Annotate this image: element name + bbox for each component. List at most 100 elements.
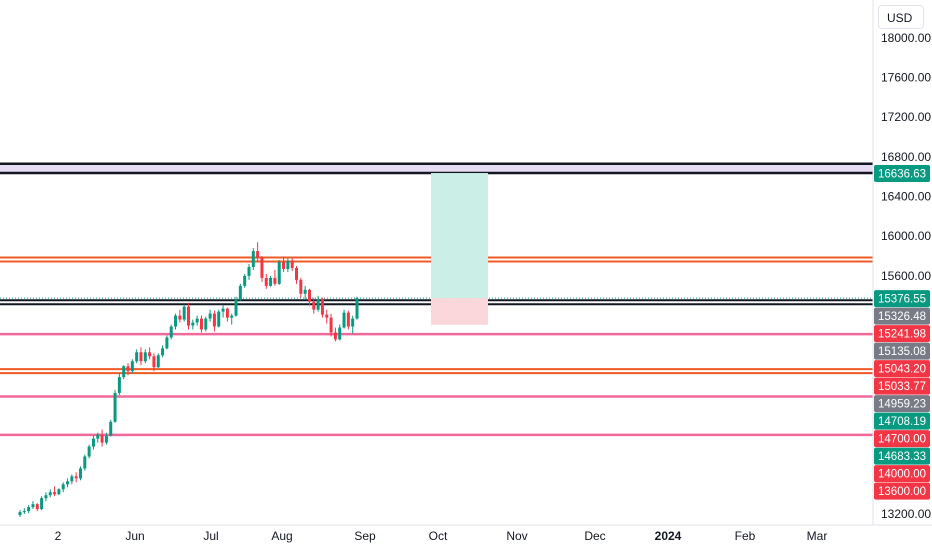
candle-body xyxy=(282,262,286,269)
candle-body xyxy=(22,511,26,513)
candle-body xyxy=(238,285,242,300)
candle-body xyxy=(165,337,169,349)
candle-body xyxy=(18,512,22,516)
candle-body xyxy=(109,421,113,436)
candle-body xyxy=(143,352,147,362)
candle-body xyxy=(27,507,31,512)
candle-body xyxy=(212,313,216,327)
price-badge-label: 14959.23 xyxy=(878,399,926,411)
candle-body xyxy=(355,298,359,319)
candle-body xyxy=(187,306,190,326)
currency-button[interactable]: USD xyxy=(878,5,924,29)
x-tick-label: Nov xyxy=(506,529,527,543)
candle-body xyxy=(182,306,186,320)
price-badge xyxy=(874,430,930,448)
candle-body xyxy=(346,312,350,327)
candle-body xyxy=(299,279,303,294)
candle-body xyxy=(199,318,203,330)
candle-body xyxy=(351,318,355,327)
candle-body xyxy=(174,315,178,327)
candle-body xyxy=(204,318,208,330)
resistance-band[interactable] xyxy=(0,163,873,174)
candle-body xyxy=(96,434,100,439)
candle-body xyxy=(100,434,104,443)
price-badge xyxy=(874,290,930,308)
candle-body xyxy=(273,277,277,284)
x-tick-label: 2024 xyxy=(655,529,682,543)
candle-body xyxy=(148,352,152,357)
price-badge xyxy=(874,465,930,483)
price-badge-label: 14000.00 xyxy=(878,469,926,481)
candle-body xyxy=(307,289,311,302)
candle-body xyxy=(61,484,65,490)
candle-body xyxy=(303,289,307,294)
price-badge-label: 15043.20 xyxy=(878,364,926,376)
price-badge xyxy=(874,325,930,343)
candle-body xyxy=(225,308,229,318)
candle-body xyxy=(329,317,333,333)
price-badge xyxy=(874,307,930,325)
candle-body xyxy=(269,277,273,286)
candle-body xyxy=(320,299,324,315)
candle-body xyxy=(338,327,342,340)
candle-body xyxy=(286,261,290,269)
candle-body xyxy=(83,456,87,469)
price-badges: 16636.63 15376.55 15326.48 15241.98 15135.08… xyxy=(874,165,930,500)
x-tick-label: Jul xyxy=(203,529,218,543)
candle-body xyxy=(290,261,294,268)
position-loss-zone[interactable] xyxy=(431,298,488,325)
price-badge xyxy=(874,395,930,413)
price-badge xyxy=(874,412,930,430)
candle-body xyxy=(325,314,329,318)
candle-body xyxy=(264,277,268,286)
candle-body xyxy=(316,299,320,310)
y-tick-label: 17600.00 xyxy=(881,70,931,84)
candle-body xyxy=(169,326,173,338)
x-tick-label: Aug xyxy=(271,529,292,543)
price-badge xyxy=(874,377,930,395)
candle-body xyxy=(230,315,234,318)
candle-body xyxy=(152,356,156,368)
candle-body xyxy=(113,393,117,422)
y-tick-label: 16800.00 xyxy=(881,150,931,164)
time-axis: 2 Jun Jul Aug Sep Oct Nov Dec 2024 Feb Mar xyxy=(55,529,828,543)
price-badge xyxy=(874,447,930,465)
candle-body xyxy=(178,315,182,320)
candle-body xyxy=(57,489,61,495)
price-badge-label: 14683.33 xyxy=(878,451,926,463)
candle-body xyxy=(31,504,35,508)
price-badge xyxy=(874,165,930,183)
y-tick-label: 16400.00 xyxy=(881,190,931,204)
price-badge-label: 15135.08 xyxy=(878,346,926,358)
price-badge xyxy=(874,342,930,360)
y-tick-label: 18000.00 xyxy=(881,31,931,45)
candle-body xyxy=(277,262,281,284)
candle-body xyxy=(130,361,134,372)
price-badge-label: 16636.63 xyxy=(878,169,926,181)
candle-body xyxy=(48,492,52,496)
candle-body xyxy=(87,446,91,457)
price-axis: 18000.00 17600.00 17200.00 16800.00 16400.00… xyxy=(0,0,932,526)
candle-body xyxy=(156,355,160,368)
candlesticks-layer xyxy=(18,242,359,518)
y-tick-label: 15600.00 xyxy=(881,269,931,283)
candle-body xyxy=(342,312,346,328)
x-tick-label: Mar xyxy=(807,529,828,543)
candle-body xyxy=(312,301,316,310)
x-tick-label: Sep xyxy=(354,529,376,543)
horizontal-levels-layer xyxy=(0,162,873,437)
candle-body xyxy=(161,348,165,356)
candle-body xyxy=(40,498,44,510)
position-profit-zone[interactable] xyxy=(431,173,488,299)
candle-body xyxy=(217,311,221,327)
price-badge-label: 14700.00 xyxy=(878,434,926,446)
candle-body xyxy=(91,438,95,447)
candle-body xyxy=(333,332,337,340)
x-tick-label: Feb xyxy=(735,529,756,543)
candle-body xyxy=(104,435,108,443)
price-badge xyxy=(874,360,930,378)
y-tick-label: 13200.00 xyxy=(881,507,931,521)
candle-body xyxy=(35,504,39,510)
